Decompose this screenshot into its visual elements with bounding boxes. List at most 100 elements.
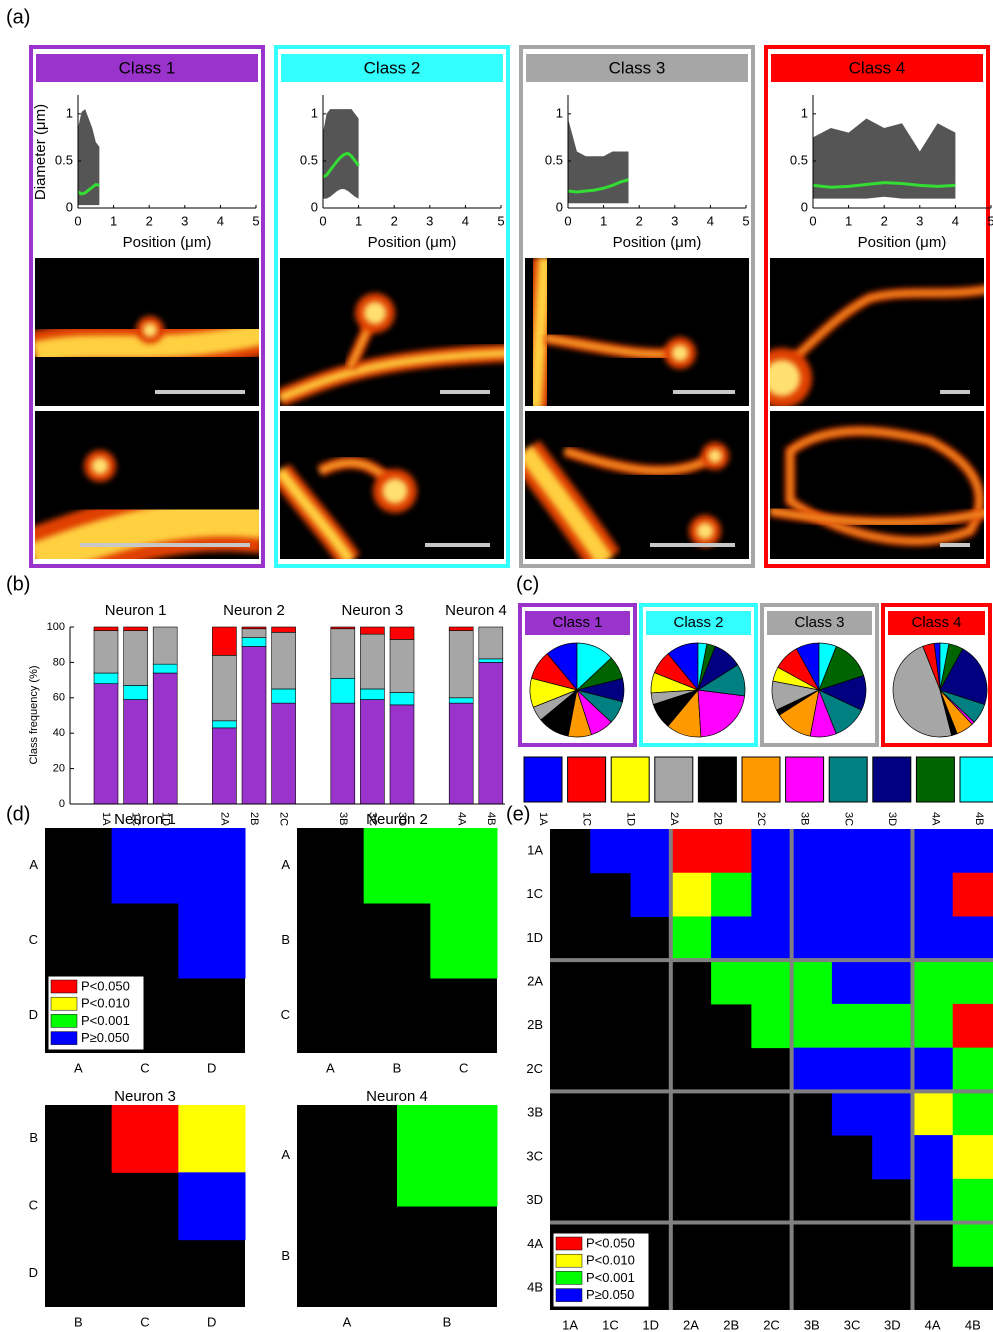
bar-segment (331, 629, 355, 679)
heatmap-cell (953, 829, 993, 873)
col-label: 3B (804, 1317, 820, 1332)
heatmap-cell (912, 829, 953, 873)
col-label: C (140, 1060, 149, 1075)
bar-segment (153, 627, 177, 664)
structure (382, 478, 407, 503)
legend-swatch (556, 1271, 582, 1284)
bar-segment (124, 685, 148, 699)
y-tick-label: 60 (53, 692, 65, 704)
heatmap-cell (912, 960, 953, 1004)
bar-segment (449, 698, 473, 703)
y-tick-label: 20 (53, 763, 65, 775)
y-tick-label: 0 (59, 798, 65, 810)
row-label: A (281, 857, 290, 872)
col-label: 2A (683, 1317, 699, 1332)
x-tick-label: 5 (497, 213, 504, 228)
legend-label: P≥0.050 (81, 1030, 129, 1045)
col-label: C (140, 1314, 149, 1329)
bar-segment (212, 655, 236, 720)
legend-label: P<0.010 (586, 1253, 635, 1268)
heatmap-cell (872, 916, 913, 960)
bar-segment (242, 646, 266, 804)
panel-label: (a) (6, 6, 30, 28)
y-tick-label: 0 (801, 199, 808, 214)
heatmap-cell (953, 1091, 993, 1135)
bar-segment (390, 692, 414, 704)
row-label: C (29, 1197, 38, 1212)
heatmap-cell (112, 1105, 179, 1173)
legend-swatch (829, 757, 867, 802)
heatmap-cell (711, 873, 752, 917)
heatmap-cell (671, 873, 712, 917)
heatmap-cell (872, 960, 913, 1004)
legend-label: P<0.050 (586, 1235, 635, 1250)
heatmap-cell (792, 873, 833, 917)
y-tick-label: 100 (47, 621, 65, 633)
legend-swatch (786, 757, 824, 802)
bar-segment (360, 627, 384, 634)
panel-label: (c) (516, 573, 539, 595)
legend-swatch (556, 1237, 582, 1250)
col-label: 4B (965, 1317, 981, 1332)
heatmap-cell (751, 829, 792, 873)
micrograph (525, 258, 749, 406)
heatmap-cell (178, 828, 245, 904)
bar-segment (390, 705, 414, 804)
row-label: B (281, 1248, 290, 1263)
legend-label: 1D (624, 812, 636, 826)
y-tick-label: 1 (66, 105, 73, 120)
class-title: Class 4 (849, 58, 906, 77)
heatmap-cell (872, 1004, 913, 1048)
heatmap-cell (912, 1004, 953, 1048)
row-label: C (29, 932, 38, 947)
y-axis-label: Class frequency (%) (28, 665, 40, 764)
heatmap-cell (953, 873, 993, 917)
bar-segment (153, 664, 177, 673)
bar-segment (94, 673, 118, 684)
heatmap-cell (430, 828, 497, 904)
legend-label: 1C (581, 812, 593, 826)
col-label: 1C (602, 1317, 619, 1332)
heatmap-cell (590, 829, 631, 873)
structure (697, 523, 714, 540)
row-label: 3B (527, 1105, 543, 1120)
x-axis-label: Position (μm) (858, 234, 947, 251)
x-tick-label: 2B (248, 812, 260, 825)
heatmap-cell (792, 916, 833, 960)
legend-label: 3B (799, 812, 811, 825)
pie-title: Class 2 (673, 614, 723, 631)
heatmap-cell (178, 1172, 245, 1240)
bar-segment (360, 634, 384, 689)
pie-title: Class 3 (794, 614, 844, 631)
row-label: A (281, 1147, 290, 1162)
y-tick-label: 0.5 (545, 152, 563, 167)
x-tick-label: 3 (181, 213, 188, 228)
legend-label: 2C (755, 812, 767, 826)
col-label: C (459, 1060, 468, 1075)
bar-segment (479, 662, 503, 804)
bar-segment (479, 659, 503, 663)
bar-segment (360, 689, 384, 700)
heatmap-cell (912, 1179, 953, 1223)
bar-segment (212, 721, 236, 728)
bar-segment (272, 627, 296, 632)
legend-label: P<0.010 (81, 996, 130, 1011)
row-label: 2C (526, 1061, 543, 1076)
legend-label: P<0.001 (586, 1270, 635, 1285)
row-label: 4B (527, 1280, 543, 1295)
x-axis-label: Position (μm) (613, 234, 702, 251)
y-tick-label: 0 (311, 199, 318, 214)
x-tick-label: 1 (110, 213, 117, 228)
legend-swatch (51, 997, 77, 1010)
heatmap-cell (953, 916, 993, 960)
y-tick-label: 0.5 (300, 152, 318, 167)
group-title: Neuron 1 (105, 602, 167, 619)
col-label: 3D (884, 1317, 901, 1332)
heatmap-cell (112, 828, 179, 904)
x-tick-label: 4B (485, 812, 497, 825)
x-tick-label: 0 (74, 213, 81, 228)
class-title: Class 3 (609, 58, 666, 77)
heatmap-cell (631, 829, 672, 873)
legend-label: P<0.001 (81, 1013, 130, 1028)
y-tick-label: 0 (66, 199, 73, 214)
